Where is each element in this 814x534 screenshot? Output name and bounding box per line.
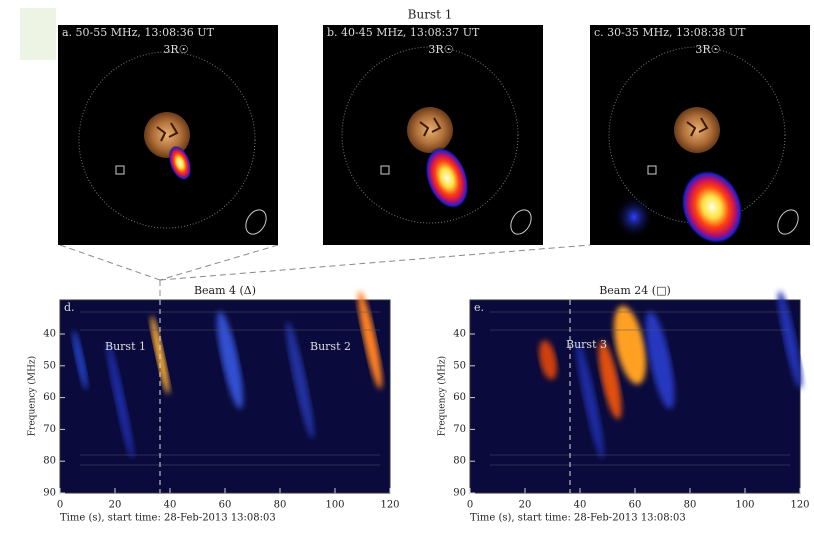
y-tick-label: 70 (453, 424, 466, 435)
x-tick-label: 40 (164, 500, 177, 511)
y-tick-label: 90 (453, 488, 466, 499)
x-tick-label: 100 (325, 500, 344, 511)
x-tick-label: 80 (684, 500, 697, 511)
spectrum-title: Beam 24 (□) (599, 284, 671, 297)
y-tick-label: 60 (453, 392, 466, 403)
x-tick-label: 120 (380, 500, 399, 511)
emission-faint (614, 195, 654, 239)
y-axis-label: Frequency (MHz) (27, 356, 38, 436)
radius-label: 3R☉ (163, 43, 188, 56)
y-tick-label: 40 (453, 329, 466, 340)
x-tick-label: 20 (109, 500, 122, 511)
y-tick-label: 60 (43, 392, 56, 403)
x-tick-label: 60 (219, 500, 232, 511)
sun-disk (674, 107, 720, 153)
burst-annotation: Burst 2 (310, 340, 351, 353)
x-tick-label: 20 (519, 500, 532, 511)
x-tick-label: 0 (57, 500, 63, 511)
radius-label: 3R☉ (695, 43, 720, 56)
y-tick-label: 80 (453, 456, 466, 467)
burst-annotation: Burst 3 (566, 338, 607, 351)
x-tick-label: 40 (574, 500, 587, 511)
y-tick-label: 70 (43, 424, 56, 435)
image-label: a. 50-55 MHz, 13:08:36 UT (62, 26, 215, 39)
figure-title: Burst 1 (408, 8, 453, 22)
radius-label: 3R☉ (428, 43, 453, 56)
y-tick-label: 90 (43, 488, 56, 499)
x-tick-label: 120 (790, 500, 809, 511)
figure: Burst 1 a. 50-55 MHz, 13:08:36 UT 3R☉ b. 4… (0, 0, 814, 534)
y-tick-label: 80 (43, 456, 56, 467)
x-tick-label: 0 (467, 500, 473, 511)
spectrum-title: Beam 4 (Δ) (194, 284, 256, 297)
panel-label: d. (64, 301, 75, 314)
sun-disk (407, 107, 453, 153)
y-tick-label: 40 (43, 329, 56, 340)
connector-lines (60, 245, 590, 298)
corner-mark (20, 8, 56, 60)
x-tick-label: 80 (274, 500, 287, 511)
image-label: c. 30-35 MHz, 13:08:38 UT (594, 26, 746, 39)
x-axis-label: Time (s), start time: 28-Feb-2013 13:08:… (470, 513, 686, 524)
x-tick-label: 60 (629, 500, 642, 511)
burst-annotation: Burst 1 (105, 340, 146, 353)
panel-label: e. (474, 301, 484, 314)
x-axis-label: Time (s), start time: 28-Feb-2013 13:08:… (60, 513, 276, 524)
y-tick-label: 50 (43, 360, 56, 371)
y-axis-label: Frequency (MHz) (437, 356, 448, 436)
image-label: b. 40-45 MHz, 13:08:37 UT (327, 26, 480, 39)
x-tick-label: 100 (735, 500, 754, 511)
y-tick-label: 50 (453, 360, 466, 371)
